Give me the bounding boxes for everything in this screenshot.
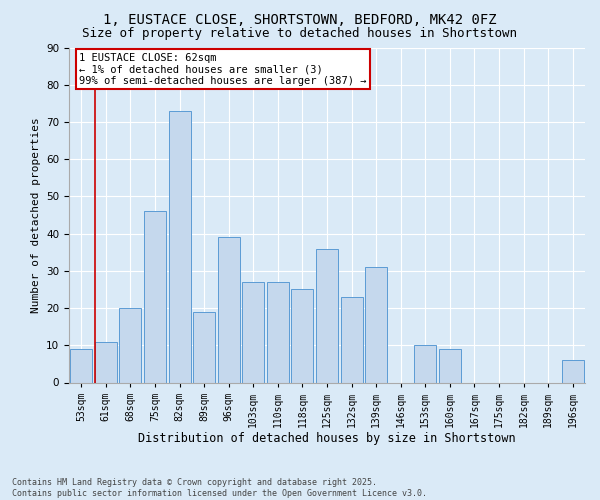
Bar [169,111,191,382]
Text: 1 EUSTACE CLOSE: 62sqm
← 1% of detached houses are smaller (3)
99% of semi-detac: 1 EUSTACE CLOSE: 62sqm ← 1% of detached … [79,52,367,86]
Bar [316,248,338,382]
Bar [414,346,436,383]
Bar [218,238,240,382]
Bar [439,349,461,382]
Bar [242,282,265,382]
Bar [292,290,313,382]
Bar [144,212,166,382]
Bar [95,342,117,382]
X-axis label: Distribution of detached houses by size in Shortstown: Distribution of detached houses by size … [138,432,516,446]
Bar [267,282,289,382]
Text: Size of property relative to detached houses in Shortstown: Size of property relative to detached ho… [83,28,517,40]
Bar [70,349,92,382]
Text: 1, EUSTACE CLOSE, SHORTSTOWN, BEDFORD, MK42 0FZ: 1, EUSTACE CLOSE, SHORTSTOWN, BEDFORD, M… [103,12,497,26]
Text: Contains HM Land Registry data © Crown copyright and database right 2025.
Contai: Contains HM Land Registry data © Crown c… [12,478,427,498]
Bar [341,297,362,382]
Bar [119,308,142,382]
Bar [365,267,387,382]
Bar [193,312,215,382]
Bar [562,360,584,382]
Y-axis label: Number of detached properties: Number of detached properties [31,117,41,313]
